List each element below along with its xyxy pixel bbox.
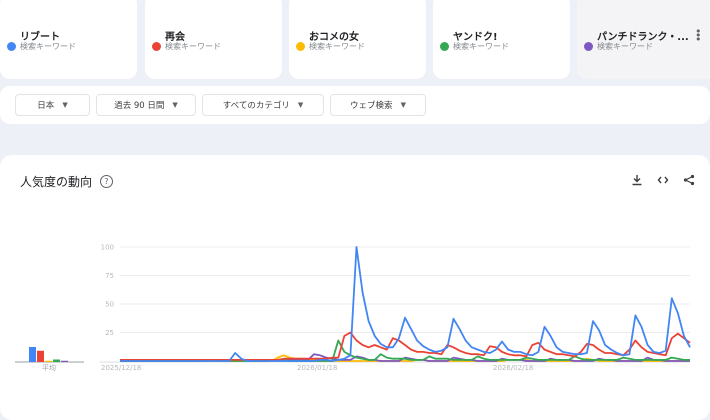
keyword-title: パンチドランク・... [597, 32, 689, 43]
keyword-title: ヤンドク! [453, 32, 498, 43]
keyword-subtitle: 検索キーワード [440, 41, 509, 52]
keyword-cards: リブート 検索キーワード 再会 検索キーワード おコメの女 検索キーワード ヤン… [0, 0, 710, 80]
average-bar[interactable] [37, 350, 44, 362]
keyword-subtitle: 検索キーワード [296, 41, 365, 52]
keyword-subtitle: 検索キーワード [7, 41, 76, 52]
more-options-icon[interactable]: • • • [695, 25, 702, 46]
search-type-dropdown[interactable]: ウェブ検索 ▼ [330, 94, 426, 116]
share-icon[interactable] [682, 173, 696, 187]
time-range-dropdown[interactable]: 過去 90 日間 ▼ [96, 94, 196, 116]
average-bar[interactable] [61, 360, 68, 362]
series-color-dot-icon [584, 42, 593, 51]
panel-title: 人気度の動向 [20, 175, 93, 189]
average-bar[interactable] [29, 347, 36, 362]
y-tick-label: 75 [105, 272, 114, 280]
caret-down-icon: ▼ [400, 101, 406, 109]
y-tick-label: 25 [105, 329, 114, 337]
series-color-dot-icon [440, 42, 449, 51]
x-tick-label: 2026/01/18 [297, 364, 337, 372]
series-line[interactable] [120, 331, 691, 361]
x-tick-label: 2025/12/18 [101, 364, 141, 372]
keyword-title: 再会 [165, 32, 185, 43]
keyword-card-1[interactable]: リブート 検索キーワード [0, 0, 137, 79]
keyword-card-2[interactable]: 再会 検索キーワード [145, 0, 282, 79]
keyword-title: リブート [20, 32, 60, 43]
y-tick-label: 50 [105, 301, 114, 309]
average-label: 平均 [42, 363, 56, 372]
series-color-dot-icon [152, 42, 161, 51]
keyword-title: おコメの女 [309, 32, 359, 43]
keyword-subtitle: 検索キーワード [584, 41, 653, 52]
average-bar[interactable] [45, 360, 52, 362]
panel-actions [630, 173, 696, 187]
average-bar[interactable] [53, 359, 60, 363]
region-dropdown[interactable]: 日本 ▼ [15, 94, 90, 116]
caret-down-icon: ▼ [172, 101, 178, 109]
series-color-dot-icon [296, 42, 305, 51]
download-icon[interactable] [630, 173, 644, 187]
embed-code-icon[interactable] [656, 173, 670, 187]
category-dropdown[interactable]: すべてのカテゴリ ▼ [202, 94, 324, 116]
keyword-card-5[interactable]: パンチドランク・... 検索キーワード • • • [577, 0, 710, 79]
series-color-dot-icon [7, 42, 16, 51]
caret-down-icon: ▼ [297, 101, 304, 109]
x-tick-label: 2026/02/18 [493, 364, 533, 372]
caret-down-icon: ▼ [62, 101, 68, 109]
filter-bar: 日本 ▼ 過去 90 日間 ▼ すべてのカテゴリ ▼ ウェブ検索 ▼ [0, 86, 710, 124]
y-tick-label: 100 [101, 244, 114, 252]
help-icon[interactable]: ? [100, 175, 114, 188]
keyword-card-3[interactable]: おコメの女 検索キーワード [289, 0, 426, 79]
series-line[interactable] [120, 246, 691, 362]
keyword-card-4[interactable]: ヤンドク! 検索キーワード [433, 0, 570, 79]
keyword-subtitle: 検索キーワード [152, 41, 221, 52]
